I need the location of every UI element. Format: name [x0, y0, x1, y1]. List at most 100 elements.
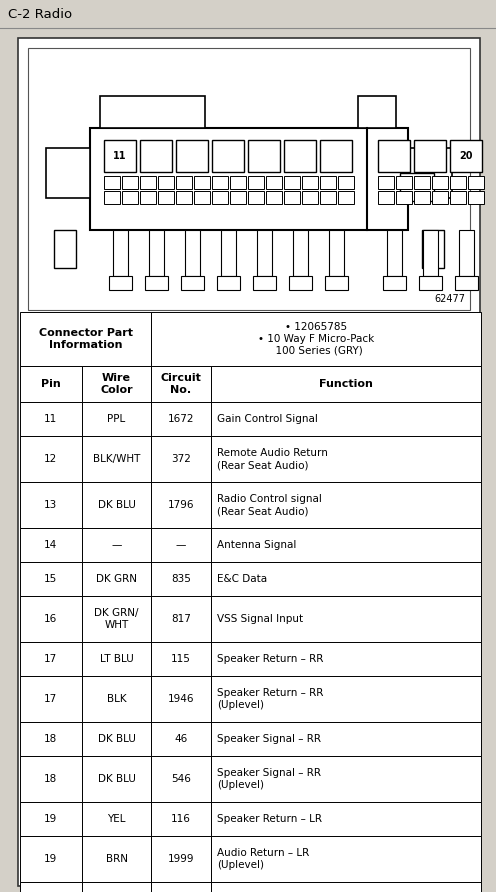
Bar: [151, 836, 211, 882]
Text: 546: 546: [171, 774, 191, 784]
Text: Audio Return – LR
(Uplevel): Audio Return – LR (Uplevel): [217, 848, 309, 870]
Bar: [82, 482, 151, 528]
Bar: [211, 836, 481, 882]
Text: 15: 15: [44, 574, 58, 584]
Bar: [450, 140, 482, 172]
Bar: [302, 191, 318, 204]
Bar: [181, 276, 204, 290]
Bar: [82, 366, 151, 402]
Bar: [113, 230, 128, 276]
Bar: [151, 312, 481, 366]
Bar: [320, 140, 352, 172]
Bar: [151, 756, 211, 802]
Bar: [432, 191, 448, 204]
Bar: [82, 676, 151, 722]
Text: 16: 16: [44, 614, 58, 624]
Bar: [20, 562, 82, 596]
Bar: [82, 882, 151, 892]
Bar: [378, 140, 410, 172]
Bar: [284, 176, 300, 189]
Bar: [414, 140, 446, 172]
Bar: [211, 596, 481, 642]
Bar: [338, 191, 354, 204]
Text: Pin: Pin: [41, 379, 61, 389]
Text: 19: 19: [44, 854, 58, 864]
Bar: [151, 562, 211, 596]
Text: —: —: [112, 540, 122, 550]
Text: Circuit
No.: Circuit No.: [161, 373, 201, 395]
Bar: [158, 191, 174, 204]
Bar: [211, 756, 481, 802]
Bar: [248, 191, 264, 204]
Bar: [100, 96, 205, 128]
Text: BRN: BRN: [106, 854, 127, 864]
Bar: [145, 276, 168, 290]
Bar: [230, 191, 246, 204]
Bar: [158, 176, 174, 189]
Bar: [432, 176, 448, 189]
Bar: [140, 140, 172, 172]
Text: Gain Control Signal: Gain Control Signal: [217, 414, 317, 424]
Bar: [82, 562, 151, 596]
Bar: [414, 191, 430, 204]
Text: VSS Signal Input: VSS Signal Input: [217, 614, 303, 624]
Bar: [396, 191, 412, 204]
Bar: [140, 191, 156, 204]
Text: 17: 17: [44, 694, 58, 704]
Bar: [20, 882, 82, 892]
Text: 835: 835: [171, 574, 191, 584]
Bar: [211, 676, 481, 722]
Text: Remote Audio Return
(Rear Seat Audio): Remote Audio Return (Rear Seat Audio): [217, 448, 328, 470]
Text: 1946: 1946: [168, 694, 194, 704]
Bar: [253, 276, 276, 290]
Bar: [468, 191, 484, 204]
Text: DK GRN: DK GRN: [96, 574, 137, 584]
Bar: [217, 276, 240, 290]
Text: Radio Control signal
(Rear Seat Audio): Radio Control signal (Rear Seat Audio): [217, 494, 321, 516]
Bar: [211, 366, 481, 402]
Bar: [211, 482, 481, 528]
Bar: [289, 276, 312, 290]
Text: 18: 18: [44, 734, 58, 744]
Bar: [194, 191, 210, 204]
Text: 11: 11: [113, 151, 127, 161]
Text: 372: 372: [171, 454, 191, 464]
Text: 14: 14: [44, 540, 58, 550]
Bar: [104, 191, 120, 204]
Bar: [378, 191, 394, 204]
Text: Speaker Return – RR
(Uplevel): Speaker Return – RR (Uplevel): [217, 688, 323, 710]
Bar: [20, 312, 151, 366]
Text: BLK: BLK: [107, 694, 126, 704]
Bar: [211, 402, 481, 436]
Text: DK BLU: DK BLU: [98, 500, 135, 510]
Text: 116: 116: [171, 814, 191, 824]
Text: LT BLU: LT BLU: [100, 654, 133, 664]
Text: 1796: 1796: [168, 500, 194, 510]
Bar: [82, 756, 151, 802]
Bar: [151, 722, 211, 756]
Bar: [387, 230, 402, 276]
Bar: [320, 176, 336, 189]
Bar: [82, 436, 151, 482]
Text: 12: 12: [44, 454, 58, 464]
Bar: [82, 596, 151, 642]
Text: 18: 18: [44, 774, 58, 784]
Bar: [151, 596, 211, 642]
Bar: [450, 191, 466, 204]
Bar: [284, 191, 300, 204]
Bar: [20, 676, 82, 722]
Bar: [211, 642, 481, 676]
Bar: [459, 230, 474, 276]
Bar: [109, 276, 132, 290]
Bar: [212, 191, 228, 204]
Bar: [455, 276, 478, 290]
Bar: [20, 366, 82, 402]
Bar: [320, 191, 336, 204]
Bar: [212, 176, 228, 189]
Bar: [408, 148, 452, 198]
Text: DK BLU: DK BLU: [98, 734, 135, 744]
Bar: [266, 191, 282, 204]
Text: 115: 115: [171, 654, 191, 664]
Bar: [396, 176, 412, 189]
Bar: [151, 676, 211, 722]
